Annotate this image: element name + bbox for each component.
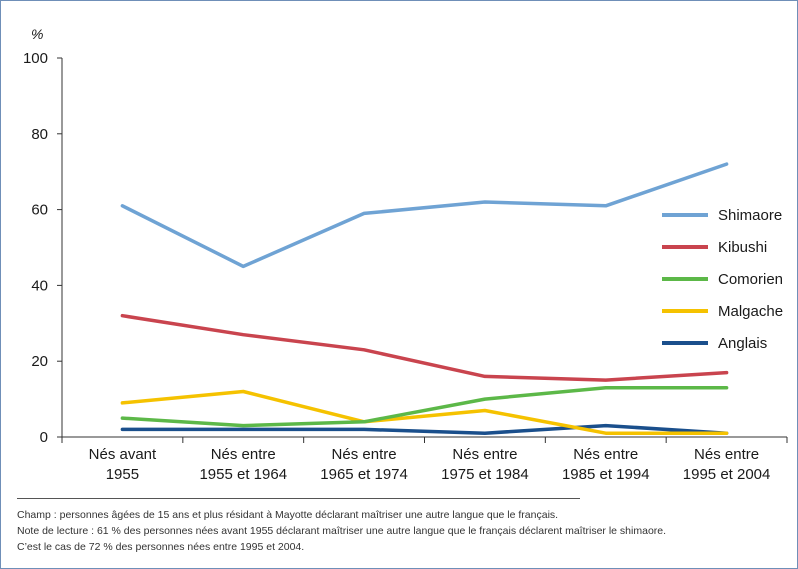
reading-note: Note de lecture : 61 % des personnes née… — [17, 525, 667, 537]
legend: Shimaore Kibushi Comorien Malgache Anglais — [662, 207, 783, 352]
notes-divider — [17, 498, 580, 499]
series-line-kibushi — [120, 313, 729, 382]
y-tick-label: 80 — [31, 126, 48, 143]
scope-note: Champ : personnes âgées de 15 ans et plu… — [17, 509, 559, 521]
y-tick-label: 40 — [31, 277, 48, 294]
x-tick-label: Nés entre 1985 et 1994 — [562, 446, 650, 483]
x-tick-label: Nés entre 1965 et 1974 — [320, 446, 408, 483]
legend-label: Kibushi — [718, 239, 767, 256]
y-tick-label: 0 — [40, 429, 48, 446]
x-tick-label: Nés entre 1955 et 1964 — [199, 446, 287, 483]
y-tick-label: 20 — [31, 353, 48, 370]
y-tick-label: 100 — [23, 50, 48, 67]
y-unit-label: % — [31, 26, 43, 42]
x-axis: Nés avant 1955 Nés entre 1955 et 1964 Nés en… — [61, 436, 788, 483]
line-chart: % 0 20 40 60 80 100 Nés avant 1955 Nés entre 195… — [23, 26, 788, 483]
x-tick-label: Nés entre 1995 et 2004 — [683, 446, 771, 483]
y-tick-label: 60 — [31, 202, 48, 219]
series-line-anglais — [120, 423, 729, 435]
chart-notes: Champ : personnes âgées de 15 ans et plu… — [17, 507, 777, 555]
series-lines — [120, 162, 729, 435]
legend-label: Shimaore — [718, 207, 782, 224]
series-line-comorien — [120, 385, 729, 428]
x-tick-label: Nés entre 1975 et 1984 — [441, 446, 529, 483]
series-line-malgache — [120, 389, 729, 435]
legend-label: Comorien — [718, 271, 783, 288]
series-line-shimaore — [120, 162, 729, 269]
legend-label: Malgache — [718, 303, 783, 320]
x-tick-label: Nés avant 1955 — [89, 446, 157, 483]
reading-note-continued: C’est le cas de 72 % des personnes nées … — [17, 541, 305, 553]
legend-label: Anglais — [718, 335, 767, 352]
y-axis: 0 20 40 60 80 100 — [23, 50, 63, 446]
